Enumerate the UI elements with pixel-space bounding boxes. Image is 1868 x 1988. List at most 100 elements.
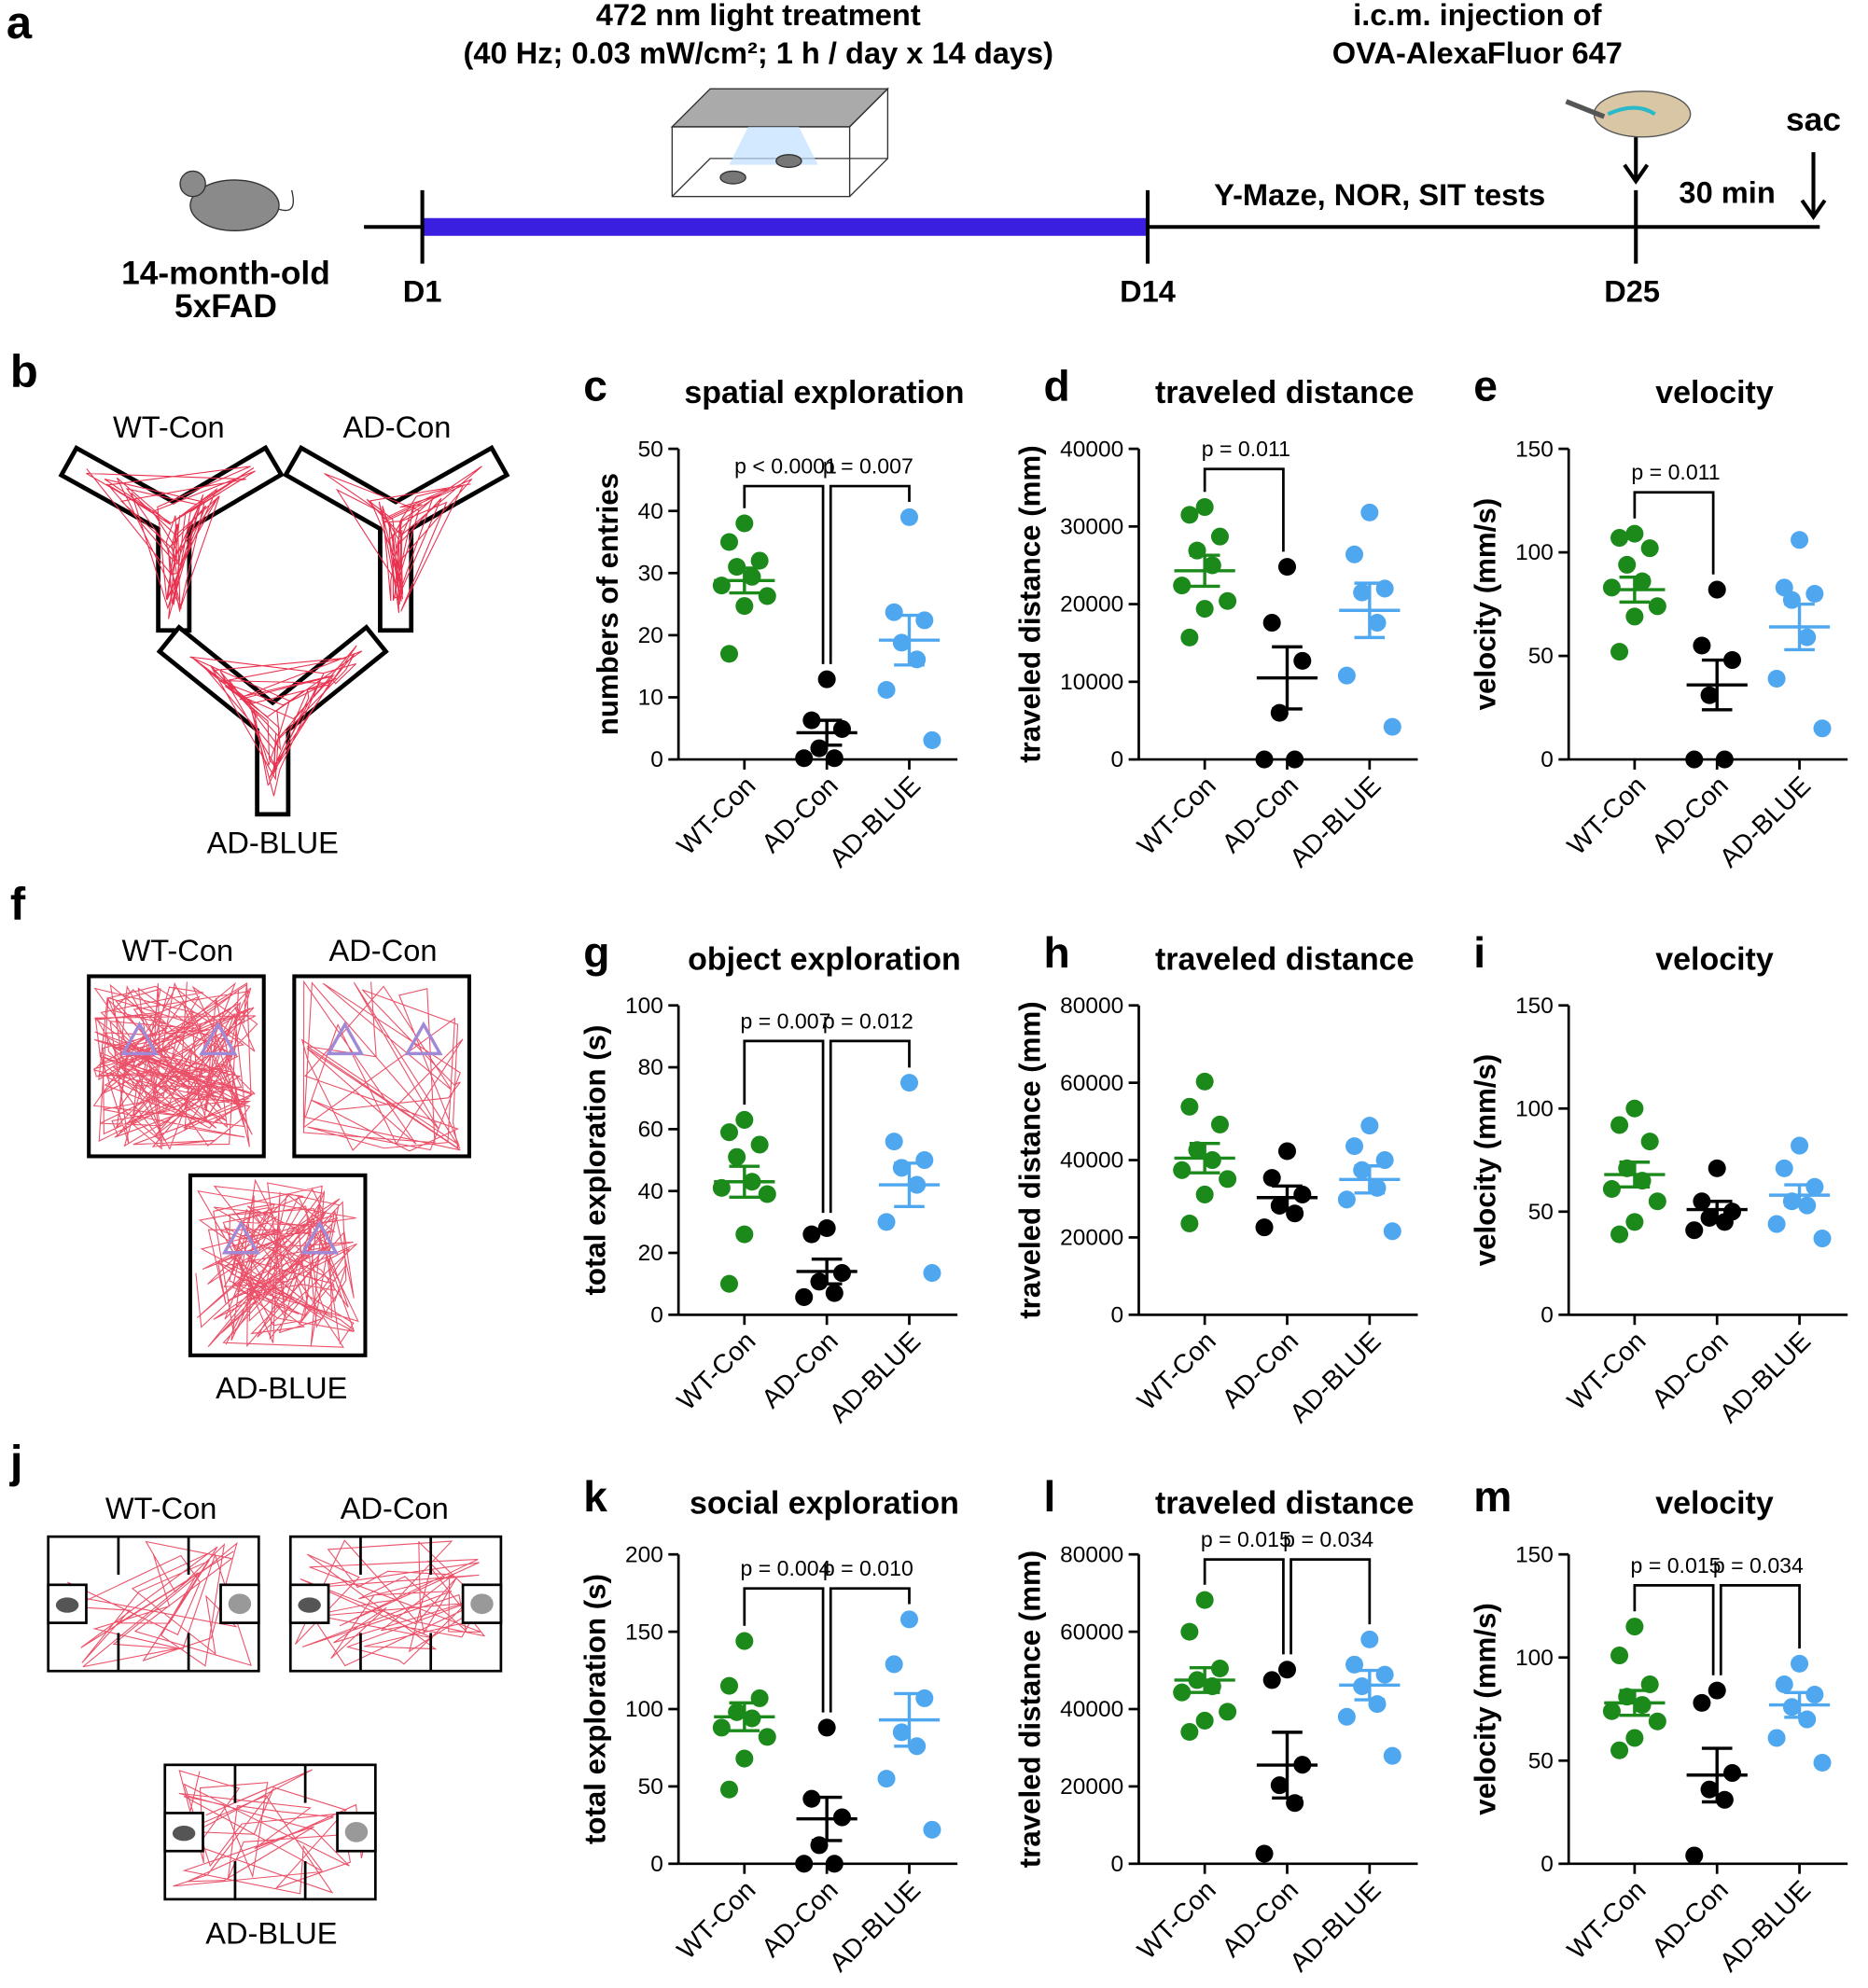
data-point [1648,1192,1666,1211]
data-point [1610,529,1629,548]
chart-title: traveled distance [1155,942,1415,978]
y-tick-label: 50 [1528,1748,1554,1773]
x-tick-label: WT-Con [672,1875,762,1966]
trajectory [195,1178,359,1348]
y-tick-label: 150 [1515,1542,1554,1567]
data-point [795,1287,814,1306]
chart-title: traveled distance [1155,375,1415,410]
panel-letter: i [1473,928,1485,977]
x-tick-label: AD-BLUE [824,1875,927,1978]
chart-title: traveled distance [1155,1486,1415,1522]
cage [219,1583,260,1624]
data-point [899,507,919,526]
data-point [817,670,836,688]
object [221,1220,260,1255]
data-point [719,1676,739,1695]
data-point [1602,578,1621,597]
timeline-panel: a 472 nm light treatment (40 Hz; 0.03 mW… [7,0,1841,325]
data-point [1262,1671,1281,1689]
data-point [1203,1151,1221,1170]
data-point [1219,1703,1237,1721]
data-point [885,603,903,621]
x-tick-label: WT-Con [1132,771,1222,861]
data-point [1195,1185,1214,1203]
injection-title: i.c.m. injection of [1353,0,1601,32]
y-tick-label: 0 [1111,747,1124,772]
data-point [1693,636,1711,655]
data-point [1219,1170,1237,1189]
data-point [1791,1654,1809,1673]
x-tick-label: AD-BLUE [824,771,927,873]
significance-bracket [743,1587,825,1713]
data-point [750,551,769,570]
data-point [1625,1099,1644,1118]
y-tick-label: 50 [1528,644,1554,669]
data-point [1173,577,1192,595]
data-point [1640,1675,1659,1693]
data-point [1625,1618,1644,1636]
group-label: AD-BLUE [205,1915,337,1950]
data-point [825,1855,843,1873]
p-value-label: p = 0.007 [741,1008,831,1033]
data-point [892,1723,911,1742]
data-point [1293,1185,1312,1203]
panel-letter: e [1473,361,1498,410]
day-label: D25 [1604,273,1660,308]
chart-title: spatial exploration [684,375,964,410]
data-point [1723,1764,1742,1783]
data-point [719,1274,739,1293]
y-tick-label: 100 [1515,540,1554,565]
data-point [1708,1681,1726,1700]
data-point [1648,597,1666,616]
data-point [758,1728,776,1746]
x-tick-label: WT-Con [1562,771,1652,861]
data-point [1633,1696,1652,1715]
y-axis-label: velocity (mm/s) [1469,1054,1501,1267]
trajectory [189,645,363,797]
y-tick-label: 80000 [1060,1542,1123,1567]
data-point [719,1123,739,1142]
object [119,1021,160,1056]
data-point [1813,1753,1832,1773]
data-point [750,1135,769,1154]
trajectory [67,1540,252,1668]
y-tick-label: 80000 [1060,994,1123,1019]
significance-bracket [743,1039,825,1214]
data-point [832,719,851,738]
data-point [735,597,754,616]
data-point [885,1655,903,1674]
y-axis-label: numbers of entries [592,473,624,735]
data-point [1633,1172,1652,1190]
data-point [728,1147,746,1166]
significance-bracket [1719,1584,1801,1675]
object [300,1220,340,1255]
data-point [1715,750,1734,769]
data-point [1262,1169,1281,1188]
brain-icon [1565,90,1692,138]
chart-title: velocity [1655,1486,1774,1522]
y-tick-label: 150 [625,1620,663,1645]
arrow [1800,152,1827,220]
panel-letter: g [583,928,609,977]
y-tick-label: 0 [1111,1852,1124,1877]
arrow [1623,136,1650,185]
data-point [1277,1661,1297,1679]
p-value-label: p = 0.015 [1201,1527,1291,1551]
data-point [1625,1213,1644,1231]
y-tick-label: 20000 [1060,1226,1123,1251]
data-point [1277,558,1297,577]
data-point [885,1133,903,1151]
y-tick-label: 20000 [1060,1774,1123,1800]
data-point [802,1225,821,1244]
data-point [1255,1218,1274,1237]
day-label: D14 [1120,273,1176,308]
data-point [1345,545,1364,563]
data-point [1180,1097,1199,1116]
data-point [825,1284,843,1302]
mouse-icon [179,170,295,232]
data-point [735,1110,754,1129]
mouse-age: 14-month-old [121,255,330,291]
data-point [795,1855,814,1873]
significance-bracket [743,484,825,664]
data-point [1700,1780,1719,1799]
